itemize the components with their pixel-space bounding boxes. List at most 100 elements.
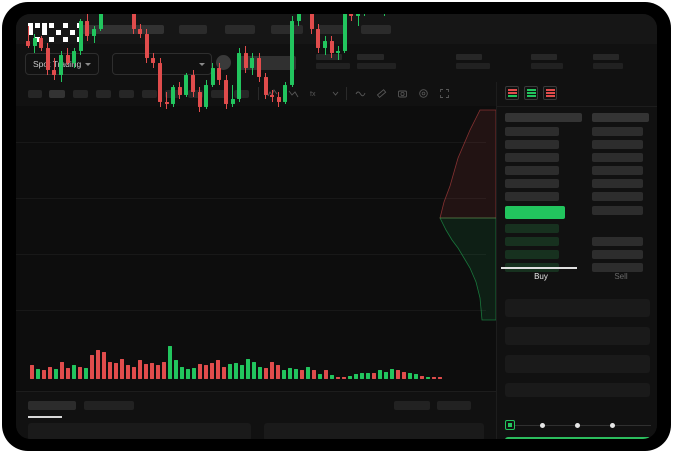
orderbook-asks-icon[interactable] xyxy=(543,86,557,100)
volume-bar xyxy=(156,365,160,379)
volume-bar xyxy=(426,376,430,379)
volume-bar xyxy=(198,364,202,379)
indicator-icon[interactable]: fx xyxy=(309,88,320,99)
timeframe-1[interactable] xyxy=(28,90,42,98)
orderbook-row-price[interactable] xyxy=(505,140,559,149)
slider-handle[interactable] xyxy=(505,420,515,430)
timeframe-5[interactable] xyxy=(119,90,134,98)
orderbook-row-amount[interactable] xyxy=(592,263,643,272)
candle xyxy=(382,14,386,114)
fullscreen-icon[interactable] xyxy=(439,88,450,99)
timeframe-9[interactable] xyxy=(211,90,226,98)
nav-item-1[interactable] xyxy=(179,25,207,34)
candle xyxy=(112,14,116,114)
orderbook-mark-price[interactable] xyxy=(505,206,565,219)
candle xyxy=(342,14,347,114)
slider-step-25[interactable] xyxy=(540,422,545,428)
candle xyxy=(32,14,37,114)
bottom-action-1[interactable] xyxy=(394,401,430,410)
ruler-icon[interactable] xyxy=(376,88,387,99)
trading-pair-selector[interactable] xyxy=(112,53,212,75)
timeframe-3[interactable] xyxy=(73,90,88,98)
candle xyxy=(243,14,248,114)
timeframe-4[interactable] xyxy=(96,90,111,98)
total-field[interactable] xyxy=(505,355,650,373)
orderbook-row-amount[interactable] xyxy=(592,140,643,149)
submit-buy-button[interactable] xyxy=(505,437,651,439)
orderbook-row-price[interactable] xyxy=(505,153,559,162)
candle xyxy=(98,14,103,114)
candle xyxy=(290,14,294,114)
candle xyxy=(257,14,261,114)
volume-bar xyxy=(108,361,112,379)
volume-bar xyxy=(348,375,352,379)
tab-buy[interactable]: Buy xyxy=(534,272,548,281)
bottom-field-right[interactable] xyxy=(264,423,484,439)
nav-item-2[interactable] xyxy=(225,25,255,34)
timeframe-8[interactable] xyxy=(188,90,203,98)
volume-bar xyxy=(264,367,268,379)
timeframe-2[interactable] xyxy=(49,90,65,98)
amount-slider[interactable] xyxy=(505,420,651,430)
volume-bar xyxy=(414,374,418,379)
timeframe-10[interactable] xyxy=(234,90,249,98)
chevron-down-icon xyxy=(85,62,92,66)
nav-item-5[interactable] xyxy=(361,25,391,34)
camera-icon[interactable] xyxy=(397,88,408,99)
volume-bar xyxy=(30,365,34,379)
volume-bar xyxy=(114,362,118,379)
bottom-tab-1[interactable] xyxy=(28,401,76,410)
chevron-down-icon[interactable] xyxy=(330,88,341,99)
bottom-tab-2[interactable] xyxy=(84,401,134,410)
nav-item-4[interactable] xyxy=(318,25,346,34)
volume-bar xyxy=(204,365,208,379)
bottom-field-left[interactable] xyxy=(28,423,251,439)
orderbook-row-price[interactable] xyxy=(505,127,559,136)
orderbook-row-price[interactable] xyxy=(505,224,559,233)
candle xyxy=(78,14,83,114)
orderbook-row-price[interactable] xyxy=(505,192,559,201)
candle xyxy=(118,14,122,114)
orderbook-row-amount[interactable] xyxy=(592,192,643,201)
nav-item-3[interactable] xyxy=(271,25,303,34)
slider-step-75[interactable] xyxy=(610,422,615,428)
orderbook-row-amount[interactable] xyxy=(592,166,643,175)
volume-bar xyxy=(402,371,406,379)
orderbook-both-icon[interactable] xyxy=(505,86,519,100)
orderbook-bids-icon[interactable] xyxy=(524,86,538,100)
volume-bar xyxy=(222,366,226,379)
trend-line-icon[interactable] xyxy=(288,88,299,99)
volume-bar xyxy=(228,364,232,379)
candle xyxy=(270,14,275,114)
nav-search-bar[interactable] xyxy=(81,25,164,34)
volume-bar xyxy=(390,369,394,379)
candle xyxy=(309,14,314,114)
orderbook-view-modes xyxy=(505,86,557,100)
candle xyxy=(26,14,30,114)
wave-icon[interactable] xyxy=(355,88,366,99)
candle xyxy=(52,14,57,114)
timeframe-6[interactable] xyxy=(142,90,157,98)
orderbook-row-price[interactable] xyxy=(505,179,559,188)
orderbook-row-amount[interactable] xyxy=(592,250,643,259)
orderbook-row-price[interactable] xyxy=(505,250,559,259)
volume-bar xyxy=(54,369,58,379)
tab-sell[interactable]: Sell xyxy=(614,272,628,281)
orderbook-row-amount[interactable] xyxy=(592,153,643,162)
candle xyxy=(164,14,169,114)
orderbook-row-amount[interactable] xyxy=(592,179,643,188)
volume-bar xyxy=(210,362,214,379)
orderbook-row-price[interactable] xyxy=(505,237,559,246)
candle xyxy=(336,14,341,114)
bottom-action-2[interactable] xyxy=(437,401,471,410)
orderbook-row-price[interactable] xyxy=(505,166,559,175)
price-field[interactable] xyxy=(505,299,650,317)
volume-bar xyxy=(192,367,196,379)
orderbook-row-amount[interactable] xyxy=(592,237,643,246)
candle xyxy=(276,14,281,114)
settings-icon[interactable] xyxy=(418,88,429,99)
slider-step-50[interactable] xyxy=(575,422,580,428)
orderbook-row-amount[interactable] xyxy=(592,127,643,136)
volume-bar xyxy=(216,360,220,379)
amount-field[interactable] xyxy=(505,327,650,345)
